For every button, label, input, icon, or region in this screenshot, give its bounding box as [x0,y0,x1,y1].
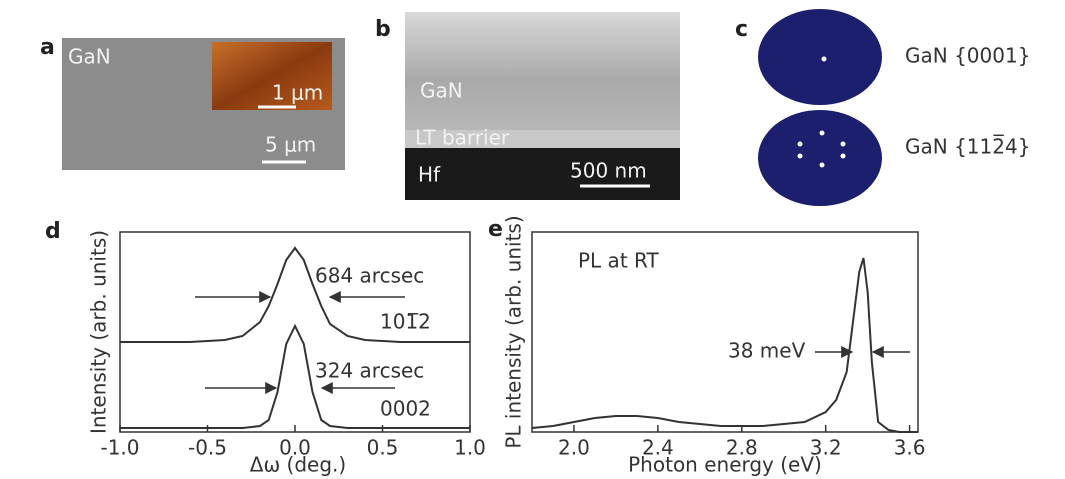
panel-label: c [735,17,748,42]
afm-inset [212,42,332,110]
x-tick-label: 0.5 [367,436,399,460]
x-tick-label: 0.0 [279,436,311,460]
x-tick-label: 3.6 [894,436,926,460]
y-axis-label: Intensity (arb. units) [87,230,111,434]
x-axis-label: Δω (deg.) [250,453,346,477]
pole-spots [797,130,846,168]
x-tick-label: 2.0 [558,436,590,460]
pole-figure [758,9,882,105]
layer-label: Hf [418,163,441,187]
series-label: 101̅2 [380,310,431,334]
tem-image [405,12,680,148]
panel-label: d [45,219,61,244]
layer-label: GaN [420,79,463,103]
scale-label: 5 μm [265,133,316,157]
annotation: 324 arcsec [315,359,424,383]
series-label: 0002 [380,397,431,421]
pole-label: GaN {112̅4} [905,134,1030,159]
y-axis-label: PL intensity (arb. units) [502,215,526,448]
x-tick-label: -0.5 [188,436,227,460]
arrows [195,291,910,394]
data-line [531,257,918,433]
barrier-layer [405,130,680,148]
scale-label: 500 nm [570,159,647,183]
annotation: 684 arcsec [315,264,424,288]
hf-layer [405,148,680,200]
panel-label: b [375,17,391,42]
layer-label: LT barrier [415,126,510,150]
annotation: 38 meV [728,339,806,363]
data-line [120,323,470,429]
pole-figure [758,110,882,206]
plot-frame [531,231,919,433]
x-tick-label: 1.0 [454,436,486,460]
x-tick-label: -1.0 [100,436,139,460]
pole-spot [821,56,827,62]
pole-label: GaN {0001} [905,44,1030,68]
material-label: GaN [68,45,111,69]
x-tick-label: 3.2 [810,436,842,460]
annotation: PL at RT [578,249,659,273]
data-line [120,246,470,343]
x-tick-label: 2.8 [726,436,758,460]
panel-label: e [488,217,503,242]
x-axis-label: Photon energy (eV) [628,453,822,477]
x-tick-label: 2.4 [642,436,674,460]
panel-label: a [40,35,55,60]
scale-label: 1 μm [272,81,323,105]
